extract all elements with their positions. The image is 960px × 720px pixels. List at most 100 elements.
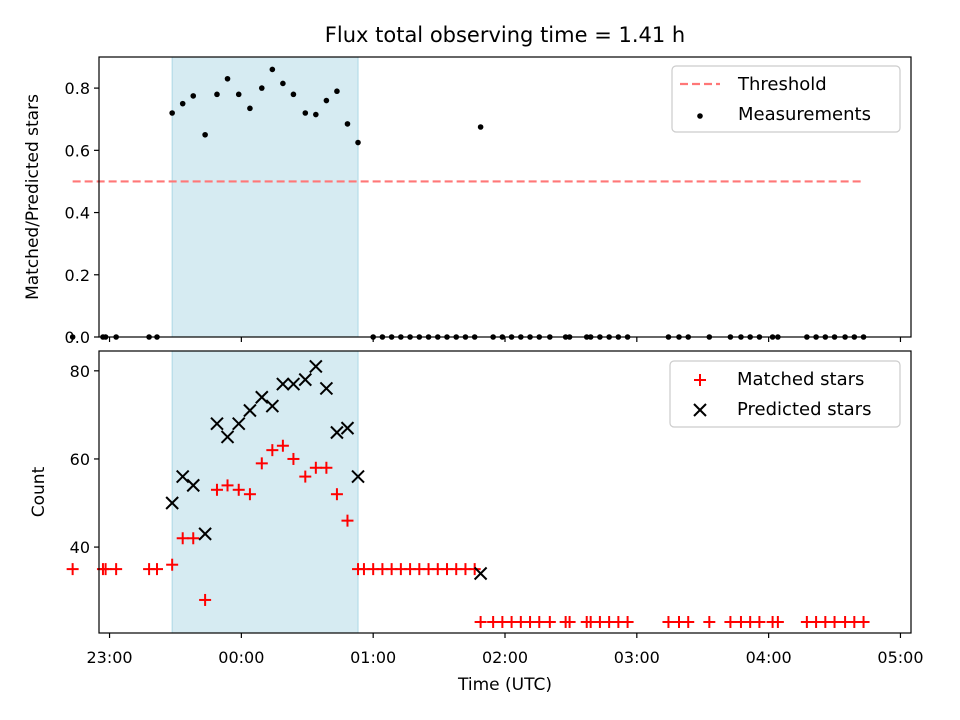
bottom-panel: 40 60 80 23:00 00:00 01:00 02:00 03:00 04:00 05:… xyxy=(29,350,924,695)
measurement-point xyxy=(224,75,231,82)
bottom-legend: Matched stars Predicted stars xyxy=(669,360,901,428)
matched-star-point xyxy=(621,615,634,628)
measurement-point xyxy=(355,139,361,146)
measurement-point xyxy=(290,91,297,98)
matched-star-point xyxy=(166,558,179,571)
predicted-star-point xyxy=(286,377,301,391)
bottom-plot-frame xyxy=(98,350,912,634)
predicted-star-point xyxy=(298,372,313,387)
matched-star-point xyxy=(682,615,695,628)
measurement-point xyxy=(214,91,220,98)
predicted-star-point xyxy=(198,527,212,541)
chart-title: Flux total observing time = 1.41 h xyxy=(325,23,685,47)
predicted-stars-points xyxy=(165,359,488,581)
x-tick-label: 01:00 xyxy=(350,648,396,667)
top-y-tick-label: 0.6 xyxy=(65,141,90,160)
matched-star-point xyxy=(468,563,481,576)
matched-star-point xyxy=(187,532,200,545)
matched-stars-points xyxy=(66,439,870,628)
measurement-point xyxy=(190,93,197,99)
predicted-star-point xyxy=(276,377,290,391)
predicted-star-point xyxy=(319,381,334,396)
x-axis-label: Time (UTC) xyxy=(457,675,552,695)
x-tick-label: 00:00 xyxy=(218,648,264,667)
predicted-star-point xyxy=(243,403,257,418)
top-observing-window xyxy=(171,56,359,338)
measurement-point xyxy=(302,110,309,116)
predicted-star-point xyxy=(330,425,344,440)
measurement-point xyxy=(323,97,330,104)
measurement-point xyxy=(258,85,265,91)
top-y-tick-label: 0.2 xyxy=(65,266,90,285)
top-y-tick-label: 0.0 xyxy=(65,328,90,347)
predicted-star-point xyxy=(165,496,179,510)
matched-star-point xyxy=(703,615,716,628)
legend-predicted-label: Predicted stars xyxy=(737,399,871,420)
bottom-observing-window xyxy=(171,350,359,634)
matched-star-point xyxy=(243,488,256,501)
matched-star-point xyxy=(232,483,245,496)
measurement-point xyxy=(202,131,208,138)
legend-matched-swatch xyxy=(694,374,706,386)
top-plot-frame xyxy=(98,56,912,338)
x-tick-label: 23:00 xyxy=(86,648,132,667)
top-legend-box xyxy=(671,65,901,133)
legend-measurements-label: Measurements xyxy=(738,104,871,125)
legend-threshold-label: Threshold xyxy=(737,74,827,95)
bottom-y-tick-label: 40 xyxy=(70,538,90,557)
top-x-ticks xyxy=(108,337,902,342)
top-legend: Threshold Measurements xyxy=(671,65,901,133)
top-y-axis-label: Matched/Predicted stars xyxy=(23,94,43,300)
predicted-star-point xyxy=(220,430,235,444)
top-panel: 0.00.20.40.60.8 Matched/Predicted stars … xyxy=(23,56,912,347)
matched-star-point xyxy=(309,461,322,474)
matched-star-point xyxy=(110,563,123,576)
matched-star-point xyxy=(221,479,234,492)
top-y-tick-label: 0.8 xyxy=(65,79,90,98)
matched-star-point xyxy=(66,563,79,576)
measurement-point xyxy=(334,88,340,95)
measurement-point xyxy=(313,111,319,118)
matched-star-point xyxy=(151,563,163,576)
matched-star-point xyxy=(199,593,212,606)
matched-star-point xyxy=(276,439,289,452)
predicted-star-point xyxy=(186,478,200,493)
matched-star-point xyxy=(543,615,556,628)
bottom-y-axis-label: Count xyxy=(29,466,49,517)
matched-star-point xyxy=(563,615,576,628)
matched-star-point xyxy=(299,470,312,483)
matched-star-point xyxy=(176,532,189,545)
measurement-point xyxy=(69,334,76,340)
matched-star-point xyxy=(857,615,870,628)
predicted-star-point xyxy=(309,359,323,374)
predicted-star-point xyxy=(232,416,246,431)
matched-star-point xyxy=(255,457,268,470)
matched-star-point xyxy=(828,615,841,628)
matched-star-point xyxy=(724,615,737,628)
matched-star-point xyxy=(210,483,223,496)
x-tick-label: 04:00 xyxy=(746,648,792,667)
measurement-point xyxy=(344,121,351,127)
measurement-point xyxy=(179,100,186,107)
matched-star-point xyxy=(474,615,487,628)
matched-star-point xyxy=(341,514,354,527)
top-y-tick-label: 0.4 xyxy=(65,204,90,223)
bottom-legend-box xyxy=(669,360,901,428)
predicted-star-point xyxy=(210,416,224,431)
predicted-star-point xyxy=(175,469,190,484)
measurement-point xyxy=(247,105,253,112)
measurement-point xyxy=(280,80,286,87)
legend-measurements-swatch xyxy=(697,113,703,119)
matched-star-point xyxy=(771,615,784,628)
x-tick-label: 02:00 xyxy=(482,648,528,667)
measurement-point xyxy=(269,66,276,73)
bottom-y-ticks: 40 60 80 xyxy=(70,362,99,557)
measurement-point xyxy=(169,110,175,116)
matched-star-point xyxy=(662,615,675,628)
matched-star-point xyxy=(266,444,279,457)
matched-star-point xyxy=(320,461,333,474)
predicted-star-point xyxy=(265,399,280,413)
bottom-x-ticks: 23:00 00:00 01:00 02:00 03:00 04:00 05:00 xyxy=(86,633,924,667)
matched-star-point xyxy=(330,488,343,501)
